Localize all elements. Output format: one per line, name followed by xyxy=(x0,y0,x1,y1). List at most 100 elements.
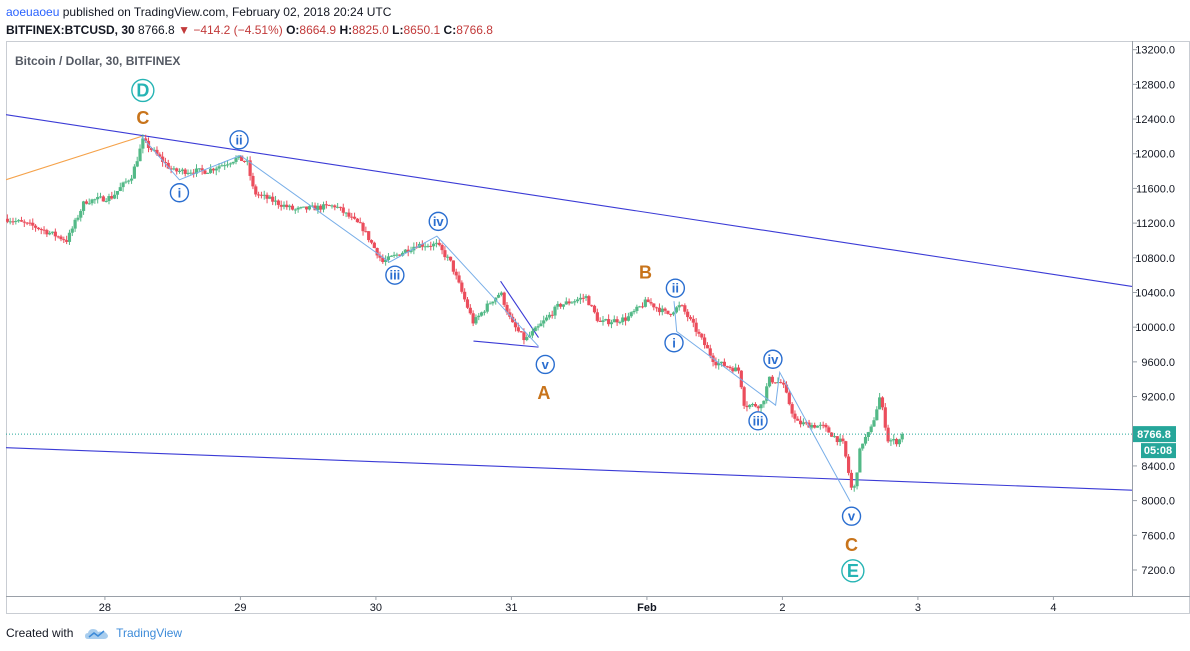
candle-body xyxy=(90,199,94,204)
candle-body xyxy=(324,204,328,206)
candle-body xyxy=(186,172,190,174)
candle-body xyxy=(731,368,735,372)
candle-body xyxy=(798,420,803,425)
candle-body xyxy=(440,244,444,251)
y-tick-label: 12400.0 xyxy=(1135,114,1175,126)
candle-body xyxy=(525,337,529,341)
candle-body xyxy=(460,282,464,292)
wave-label-circle xyxy=(841,559,865,583)
candle-body xyxy=(307,206,312,210)
candle-body xyxy=(177,170,182,172)
author-link[interactable]: aoeuaoeu xyxy=(6,5,60,19)
candle-body xyxy=(321,204,326,210)
candle-body xyxy=(53,231,57,237)
candle-body xyxy=(759,404,763,409)
candle-body xyxy=(880,397,885,408)
candle-body xyxy=(623,317,628,321)
candle-body xyxy=(437,242,441,245)
candle-body xyxy=(19,220,24,222)
candle-body xyxy=(203,170,207,174)
candle-body xyxy=(70,228,74,233)
candle-body xyxy=(793,413,797,419)
tradingview-brand-link[interactable]: TradingView xyxy=(116,626,183,640)
candle-body xyxy=(550,314,554,316)
candle-body xyxy=(485,303,489,312)
candle-body xyxy=(567,301,571,304)
candle-body xyxy=(372,242,376,248)
candle-body xyxy=(118,187,122,192)
x-tick-label: 28 xyxy=(99,602,111,614)
candle-body xyxy=(98,196,103,198)
candle-body xyxy=(660,308,664,313)
candle-body xyxy=(375,247,379,256)
candle-body xyxy=(457,275,461,283)
candle-body xyxy=(231,161,235,164)
wave-label: iv xyxy=(433,214,445,229)
wave-label-circle xyxy=(763,349,783,369)
candle-body xyxy=(432,243,436,247)
candle-body xyxy=(265,194,269,199)
candle-body xyxy=(358,222,362,224)
candle-body xyxy=(697,331,701,334)
candle-body xyxy=(477,315,481,318)
candle-body xyxy=(67,232,72,242)
wave-label: E xyxy=(847,561,859,581)
candle-body xyxy=(107,196,111,202)
candle-body xyxy=(242,161,247,163)
footer: Created with TradingView xyxy=(6,626,182,640)
candle-body xyxy=(31,222,35,226)
candle-body xyxy=(609,322,614,325)
candle-body xyxy=(121,182,125,188)
last-price-badge xyxy=(1133,426,1176,443)
candle-body xyxy=(454,271,458,276)
created-with-text: Created with xyxy=(6,626,74,640)
candle-body xyxy=(183,169,187,174)
candle-body xyxy=(827,427,831,433)
candle-body xyxy=(748,404,752,408)
candle-body xyxy=(770,376,774,383)
candle-body xyxy=(406,249,410,253)
candle-body xyxy=(11,221,15,223)
chart-frame xyxy=(6,41,1190,614)
y-tick-label: 8000.0 xyxy=(1141,496,1175,508)
down-arrow-icon: ▼ xyxy=(178,23,190,37)
open-label: O: xyxy=(286,23,300,37)
candle-body xyxy=(722,361,726,367)
candle-body xyxy=(228,163,232,165)
wave-label-circle xyxy=(131,78,155,103)
candle-body xyxy=(192,172,196,174)
candle-body xyxy=(330,205,334,207)
candle-body xyxy=(158,154,162,157)
candle-body xyxy=(522,332,526,341)
wave-a-path xyxy=(141,136,539,347)
candle-body xyxy=(677,305,681,308)
candle-body xyxy=(705,345,710,349)
y-tick-label: 10000.0 xyxy=(1135,322,1175,334)
candle-body xyxy=(299,207,303,209)
candle-body xyxy=(237,155,241,158)
y-tick-label: 11200.0 xyxy=(1136,218,1175,230)
candle-body xyxy=(578,297,583,300)
candle-body xyxy=(310,205,314,207)
candle-body xyxy=(751,403,755,405)
wave-label: v xyxy=(542,357,550,372)
candle-body xyxy=(443,250,447,258)
candle-body xyxy=(384,259,388,263)
candle-body xyxy=(296,207,300,210)
close-value: 8766.8 xyxy=(456,23,493,37)
candle-body xyxy=(42,229,46,231)
candle-body xyxy=(621,317,625,323)
candle-body xyxy=(268,196,272,199)
candle-body xyxy=(878,397,882,410)
candle-body xyxy=(446,256,450,258)
y-tick-label: 11600.0 xyxy=(1136,183,1175,195)
wave-label: i xyxy=(672,335,676,350)
candle-body xyxy=(703,337,707,346)
candle-body xyxy=(209,168,213,173)
candle-body xyxy=(680,305,684,307)
candle-body xyxy=(861,443,865,449)
candle-body xyxy=(217,166,221,169)
x-tick-label: Feb xyxy=(637,602,657,614)
